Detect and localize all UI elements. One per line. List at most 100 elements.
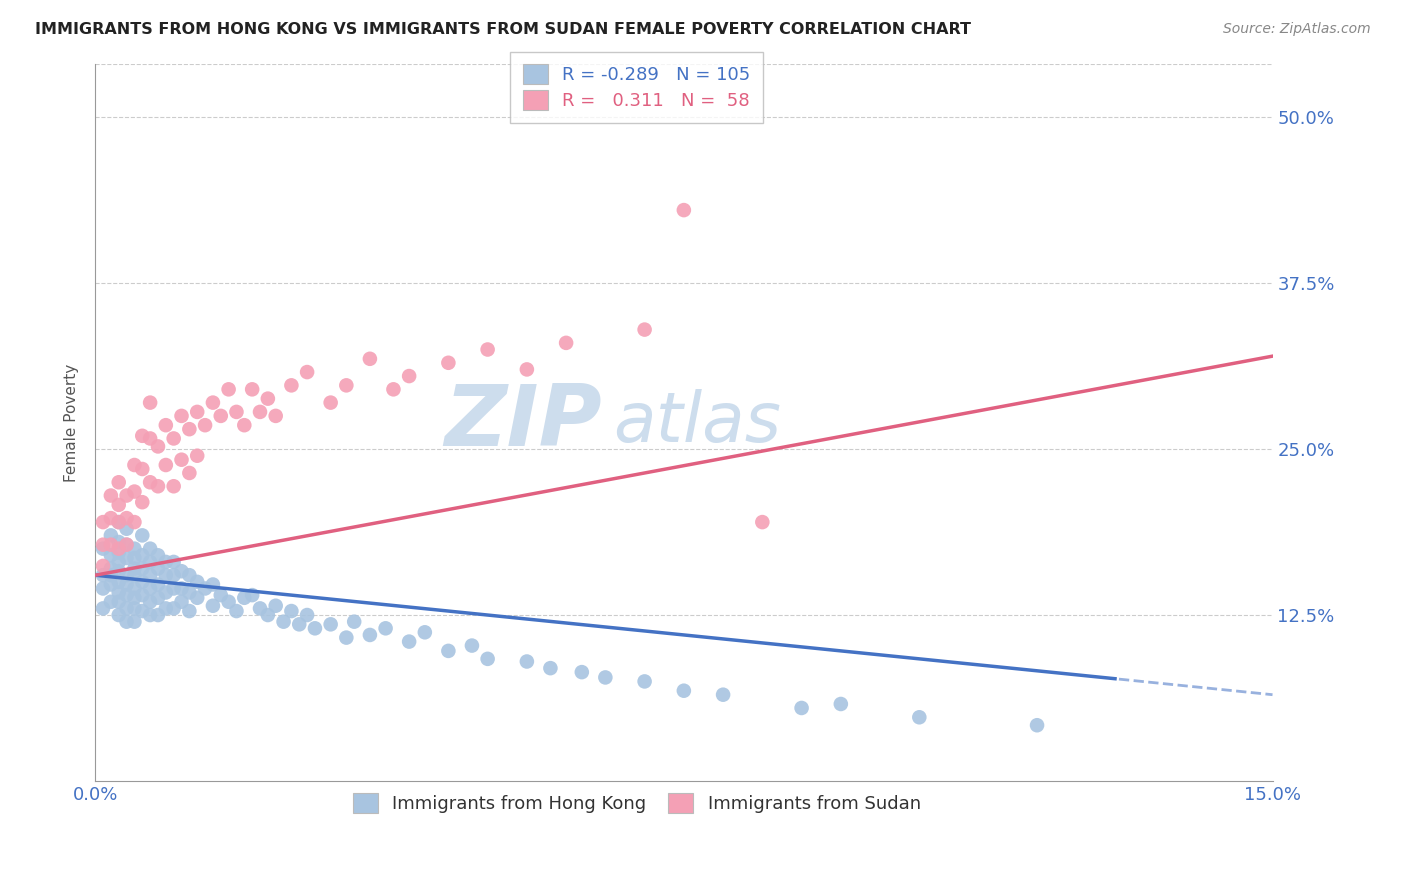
Point [343,615,366,629]
Point [131,561,153,575]
Point [139,595,162,609]
Point [398,634,420,648]
Y-axis label: Female Poverty: Female Poverty [65,363,79,482]
Text: ZIP: ZIP [444,381,602,464]
Point [91,541,114,556]
Point [131,528,153,542]
Point [264,409,287,423]
Point [170,595,193,609]
Point [179,585,201,599]
Point [170,452,193,467]
Point [131,549,153,563]
Point [107,564,129,578]
Point [107,515,129,529]
Point [131,429,153,443]
Point [139,555,162,569]
Point [107,498,129,512]
Point [115,588,138,602]
Point [124,541,146,556]
Text: Source: ZipAtlas.com: Source: ZipAtlas.com [1223,22,1371,37]
Point [146,479,169,493]
Point [100,528,122,542]
Point [115,601,138,615]
Point [571,665,593,680]
Text: IMMIGRANTS FROM HONG KONG VS IMMIGRANTS FROM SUDAN FEMALE POVERTY CORRELATION CH: IMMIGRANTS FROM HONG KONG VS IMMIGRANTS … [35,22,972,37]
Point [233,418,256,433]
Point [359,351,381,366]
Point [115,538,138,552]
Point [91,538,114,552]
Point [179,466,201,480]
Point [131,462,153,476]
Point [124,568,146,582]
Point [398,369,420,384]
Point [146,549,169,563]
Point [201,599,224,613]
Point [107,515,129,529]
Point [139,541,162,556]
Point [155,601,177,615]
Point [711,688,734,702]
Point [155,585,177,599]
Point [186,591,208,605]
Point [595,670,617,684]
Point [100,561,122,575]
Point [91,558,114,573]
Point [257,608,280,623]
Point [437,356,460,370]
Point [124,582,146,596]
Point [201,395,224,409]
Point [335,631,357,645]
Point [264,599,287,613]
Point [100,538,122,552]
Point [179,422,201,436]
Point [170,582,193,596]
Point [124,458,146,472]
Point [124,615,146,629]
Point [115,568,138,582]
Point [115,538,138,552]
Point [115,511,138,525]
Point [139,568,162,582]
Point [115,551,138,566]
Point [107,555,129,569]
Point [477,652,499,666]
Point [295,365,318,379]
Point [209,409,232,423]
Point [100,568,122,582]
Point [124,591,146,605]
Point [100,577,122,591]
Point [91,568,114,582]
Point [155,458,177,472]
Point [155,568,177,582]
Point [672,203,695,218]
Point [163,582,186,596]
Point [107,595,129,609]
Point [374,621,396,635]
Point [107,585,129,599]
Point [146,608,169,623]
Point [91,582,114,596]
Point [672,683,695,698]
Point [131,604,153,618]
Point [100,511,122,525]
Point [280,604,302,618]
Point [225,604,247,618]
Point [240,382,263,396]
Point [146,591,169,605]
Point [124,561,146,575]
Point [280,378,302,392]
Point [139,608,162,623]
Point [155,418,177,433]
Point [382,382,405,396]
Point [1026,718,1049,732]
Point [538,661,561,675]
Point [186,574,208,589]
Point [100,595,122,609]
Point [163,479,186,493]
Point [218,382,240,396]
Point [139,475,162,490]
Point [131,574,153,589]
Point [124,601,146,615]
Point [100,549,122,563]
